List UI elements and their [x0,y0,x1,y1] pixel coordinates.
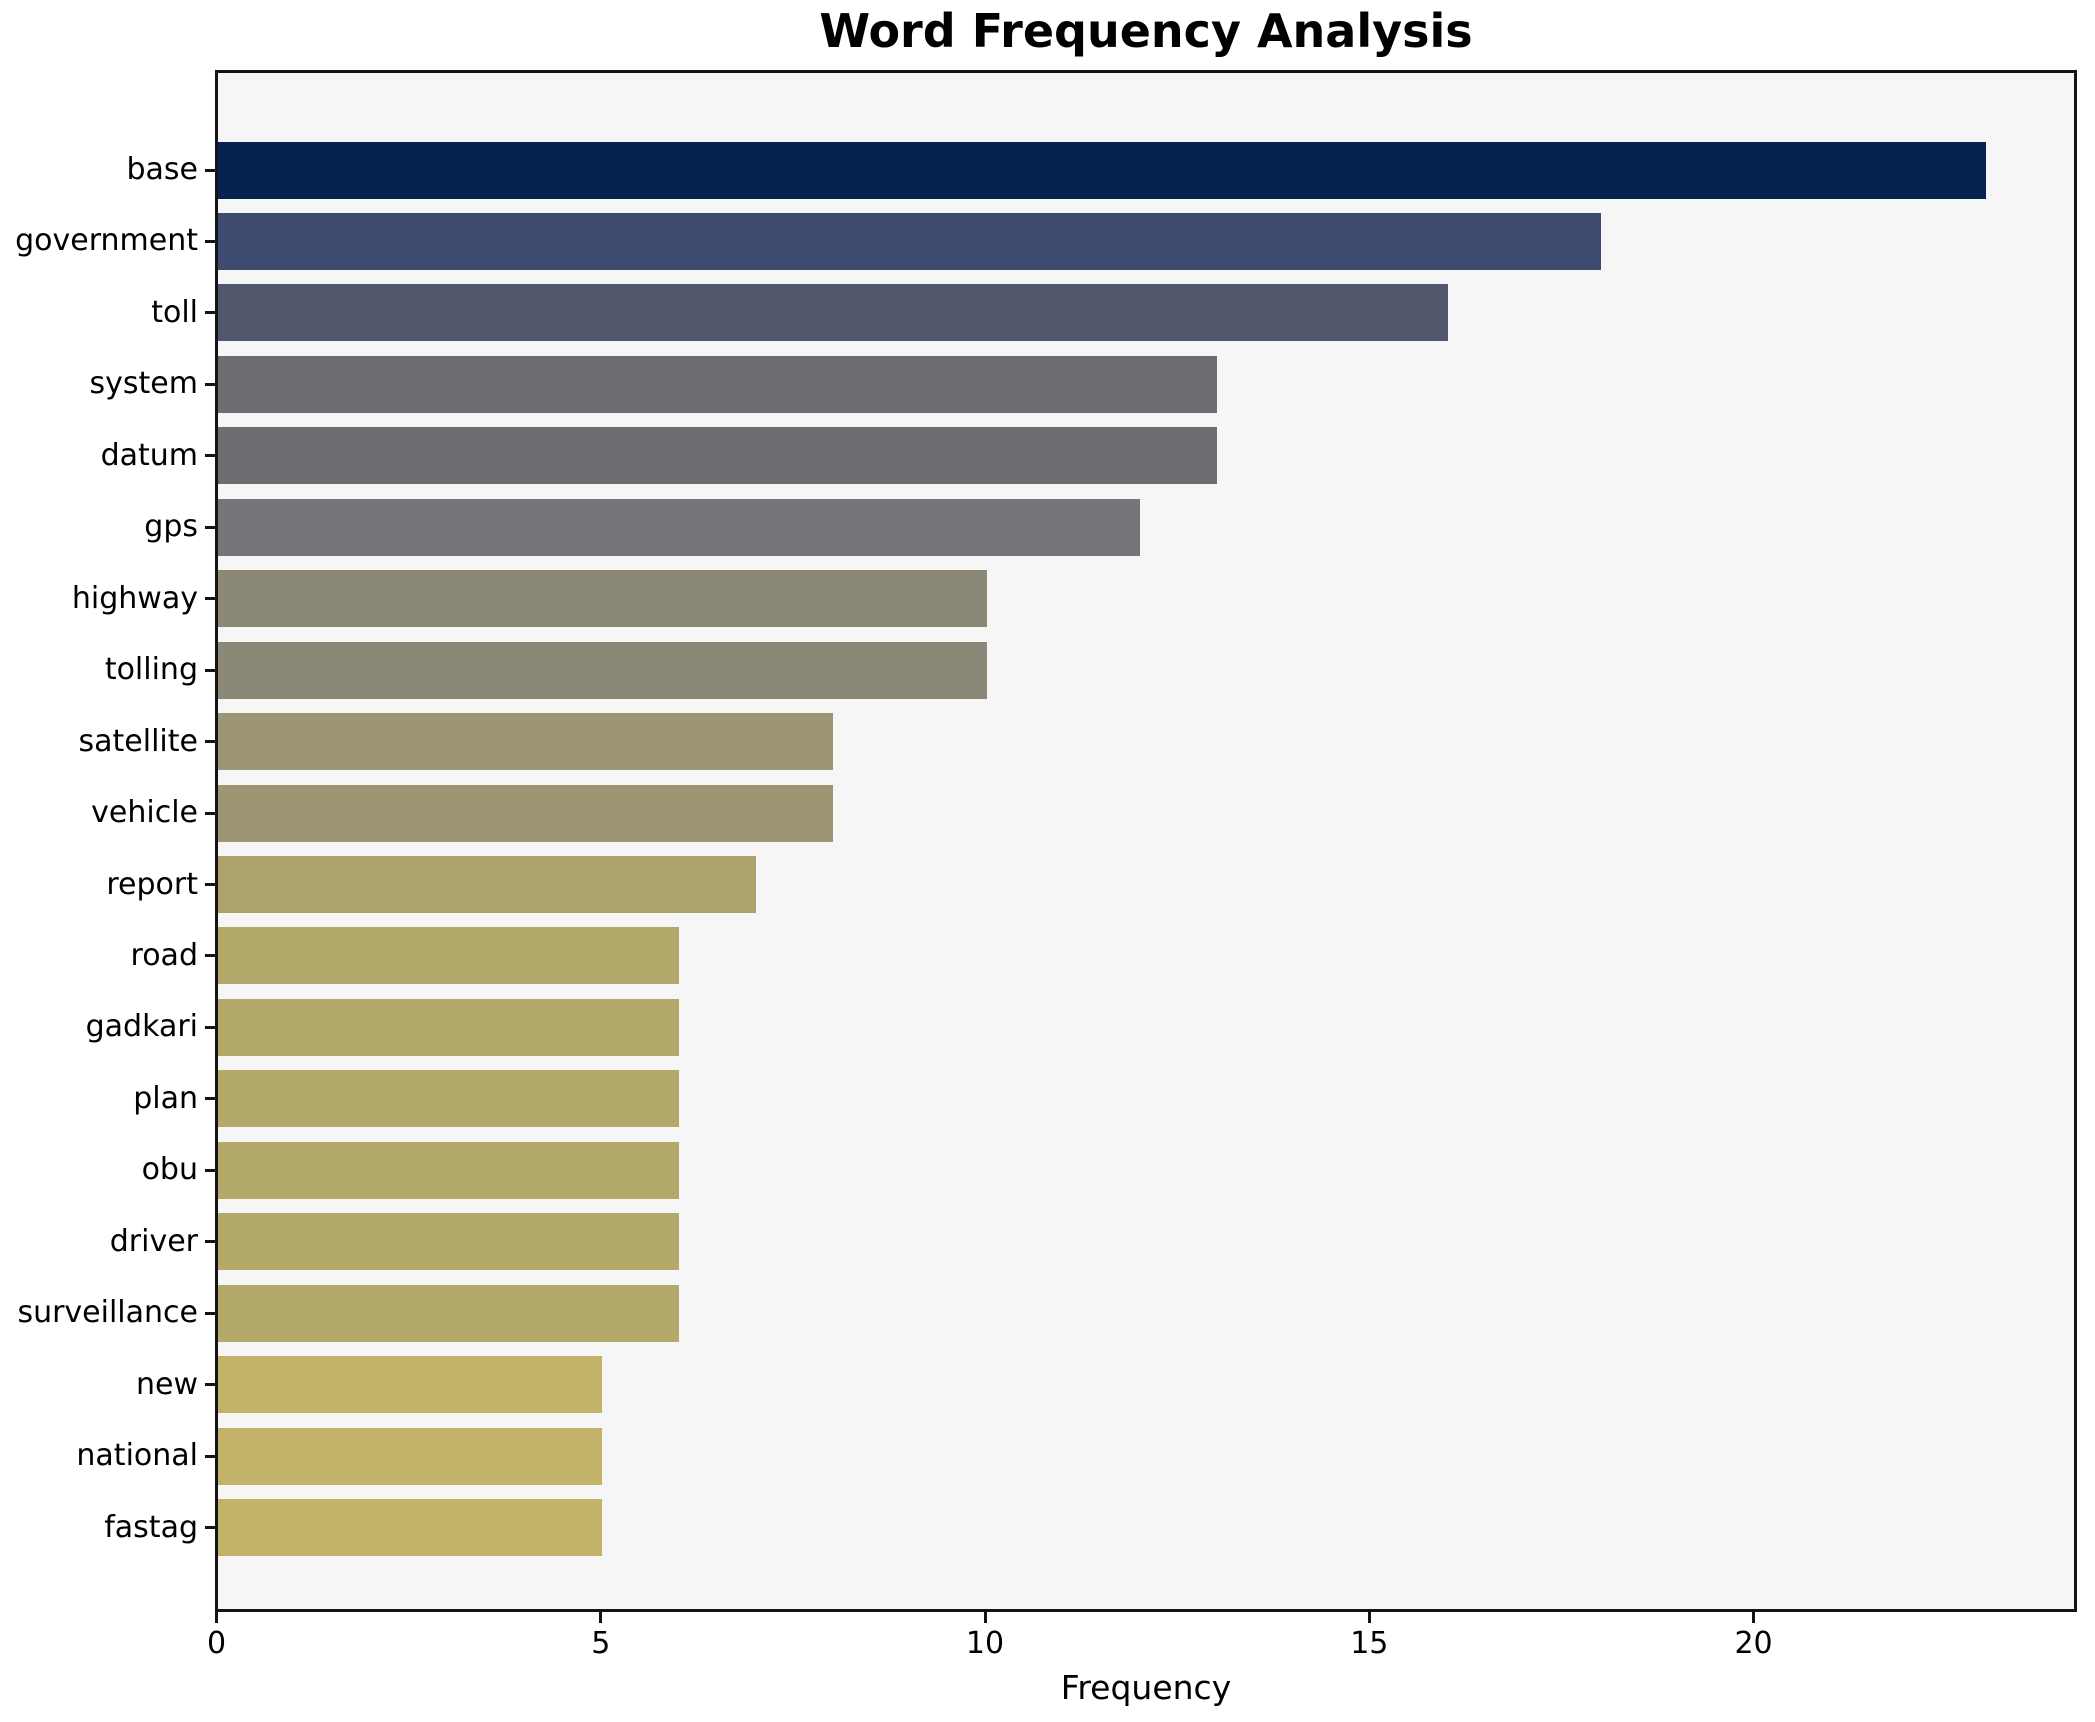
y-tick-label-datum: datum [100,437,198,473]
bar-road [218,927,680,985]
bar-highway [218,570,987,628]
y-tick-mark [205,311,215,315]
bar-national [218,1427,603,1485]
x-tick-mark [599,1612,603,1623]
x-tick-label-20: 20 [1734,1626,1773,1661]
bar-system [218,355,1218,413]
y-tick-mark [205,454,215,458]
bar-plan [218,1070,680,1128]
y-tick-mark [205,168,215,172]
y-tick-mark [205,1311,215,1315]
y-tick-mark [205,1168,215,1172]
x-tick-mark [1367,1612,1371,1623]
y-tick-mark [205,1240,215,1244]
bar-new [218,1356,603,1414]
y-tick-mark [205,811,215,815]
bar-toll [218,284,1448,342]
y-tick-label-plan: plan [133,1080,198,1116]
y-tick-label-toll: toll [151,294,198,330]
y-tick-label-vehicle: vehicle [91,795,198,831]
bar-tolling [218,641,987,699]
y-tick-label-fastag: fastag [104,1509,198,1545]
y-tick-label-government: government [15,223,198,259]
y-tick-mark [205,954,215,958]
y-tick-mark [205,1025,215,1029]
y-tick-label-national: national [76,1438,198,1474]
bar-base [218,141,1986,199]
y-tick-mark [205,1383,215,1387]
y-tick-label-surveillance: surveillance [17,1295,198,1331]
y-tick-label-highway: highway [71,580,198,616]
bar-gps [218,498,1141,556]
y-tick-mark [205,382,215,386]
plot-area [215,70,2077,1612]
y-tick-label-satellite: satellite [78,723,198,759]
y-tick-label-gadkari: gadkari [85,1009,198,1045]
y-tick-label-driver: driver [109,1223,198,1259]
bar-surveillance [218,1284,680,1342]
x-tick-mark [983,1612,987,1623]
y-tick-label-system: system [89,366,198,402]
bar-fastag [218,1499,603,1557]
chart-title: Word Frequency Analysis [819,4,1473,58]
x-tick-label-0: 0 [206,1626,227,1661]
y-tick-mark [205,525,215,529]
bar-satellite [218,713,833,771]
y-tick-mark [205,1526,215,1530]
y-tick-mark [205,883,215,886]
bar-gadkari [218,998,680,1056]
y-tick-mark [205,1097,215,1101]
bar-datum [218,427,1218,485]
bar-driver [218,1213,680,1271]
y-tick-label-new: new [135,1366,198,1402]
y-tick-mark [205,668,215,672]
x-tick-mark [215,1612,218,1623]
x-axis-title: Frequency [1060,1668,1232,1707]
y-tick-mark [205,1454,215,1458]
x-tick-label-15: 15 [1350,1626,1389,1661]
y-tick-mark [205,740,215,744]
bar-report [218,856,756,913]
y-tick-mark [205,239,215,243]
bar-obu [218,1141,680,1199]
bar-vehicle [218,784,833,842]
y-tick-label-tolling: tolling [104,652,198,688]
y-tick-mark [205,597,215,601]
y-tick-label-gps: gps [144,509,198,545]
y-tick-label-report: report [106,866,198,902]
x-tick-mark [1752,1612,1756,1623]
x-tick-label-5: 5 [591,1626,611,1661]
bar-government [218,212,1602,270]
x-tick-label-10: 10 [965,1626,1005,1661]
y-tick-label-road: road [130,937,198,973]
y-tick-label-base: base [126,152,198,187]
y-tick-label-obu: obu [141,1152,198,1188]
